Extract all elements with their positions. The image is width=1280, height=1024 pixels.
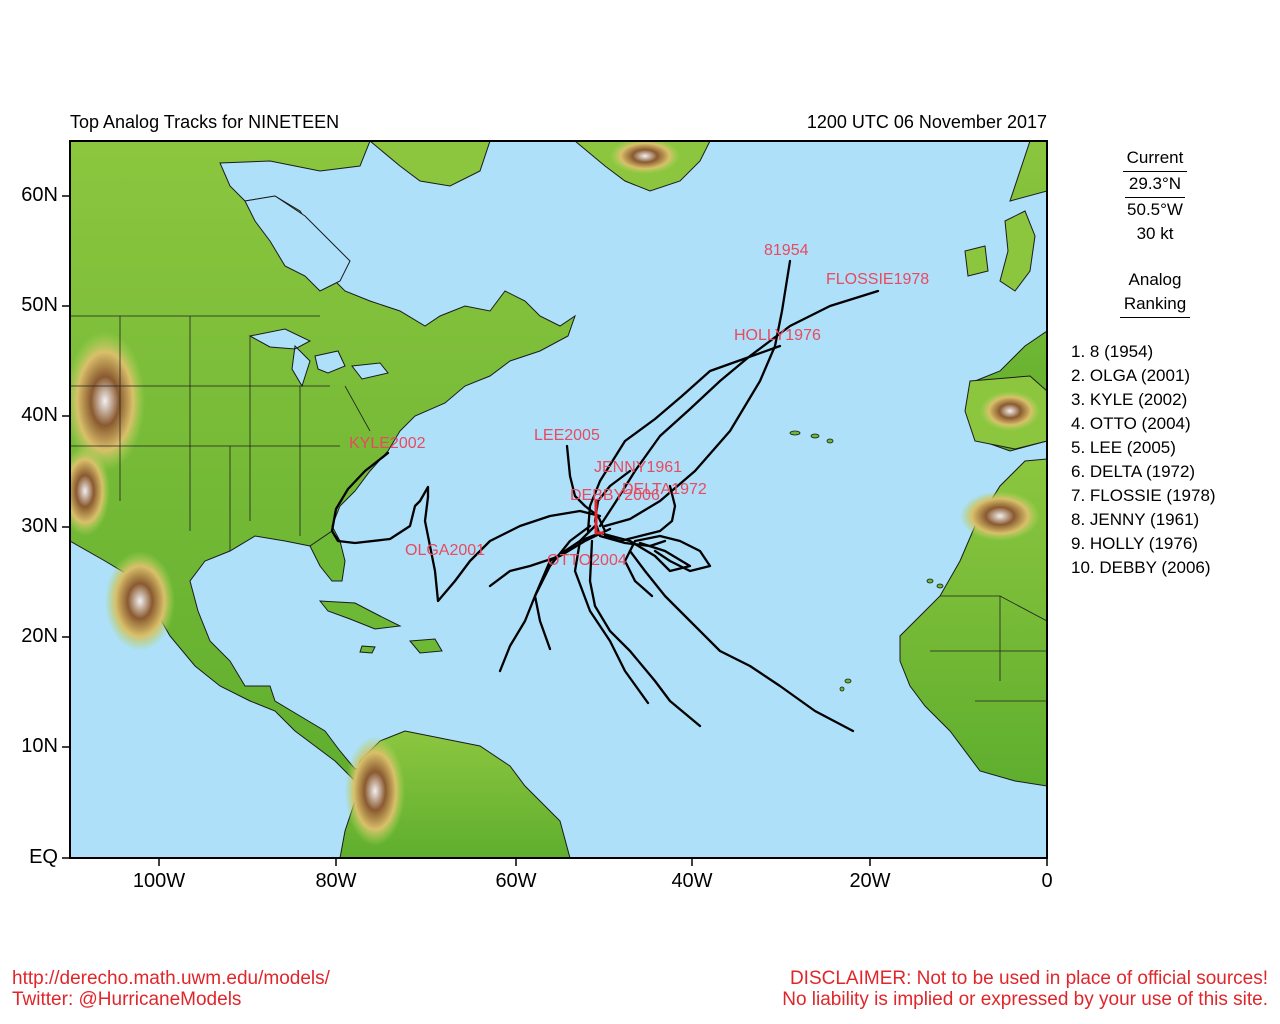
cuba xyxy=(318,600,402,630)
ranking-heading-2: Ranking xyxy=(1119,292,1191,318)
lon-label-20w: 20W xyxy=(849,870,891,892)
atlantic-islands xyxy=(789,430,944,692)
lon-label-80w: 80W xyxy=(315,870,357,892)
label-delta-1972: DELTA1972 xyxy=(622,481,707,498)
iberian-highlands xyxy=(980,391,1040,431)
map-timestamp: 1200 UTC 06 November 2017 xyxy=(806,112,1047,132)
footer-credits: http://derecho.math.uwm.edu/models/ Twit… xyxy=(12,968,330,1010)
atlas-mountains xyxy=(960,491,1040,541)
north-america-land xyxy=(70,141,576,798)
disclaimer-line-1: DISCLAIMER: Not to be used in place of o… xyxy=(789,968,1268,989)
track-otto-2004 xyxy=(533,531,692,651)
label-debby-2006: DEBBY2006 xyxy=(570,487,660,504)
track-delta-1972 xyxy=(603,484,677,543)
label-otto-2004: OTTO2004 xyxy=(547,552,627,569)
ranking-item: 1. 8 (1954) xyxy=(1071,342,1154,361)
footer-disclaimer: DISCLAIMER: Not to be used in place of o… xyxy=(782,968,1268,1010)
footer-twitter[interactable]: Twitter: @HurricaneModels xyxy=(12,989,242,1010)
hispaniola xyxy=(408,638,443,654)
map-title: Top Analog Tracks for NINETEEN xyxy=(70,112,340,132)
western-highlands xyxy=(70,446,110,536)
ranking-item: 7. FLOSSIE (1978) xyxy=(1071,486,1216,505)
current-wind: 30 kt xyxy=(1136,224,1174,243)
ranking-item: 9. HOLLY (1976) xyxy=(1071,534,1198,553)
lon-label-40w: 40W xyxy=(671,870,713,892)
track-southern-3 xyxy=(628,549,855,733)
lat-label-eq: EQ xyxy=(29,846,58,868)
ranking-item: 4. OTTO (2004) xyxy=(1071,414,1191,433)
label-kyle-2002: KYLE2002 xyxy=(349,435,426,452)
track-olga-2001 xyxy=(423,495,602,603)
ranking-item: 8. JENNY (1961) xyxy=(1071,510,1200,529)
lat-label-20n: 20N xyxy=(21,625,58,647)
disclaimer-line-2: No liability is implied or expressed by … xyxy=(782,989,1268,1010)
current-storm-panel: Current 29.3°N 50.5°W 30 kt Analog Ranki… xyxy=(1065,146,1245,318)
lat-label-60n: 60N xyxy=(21,184,58,206)
british-isles xyxy=(964,210,1036,292)
ranking-item: 3. KYLE (2002) xyxy=(1071,390,1188,409)
track-eastern-loop xyxy=(623,534,712,598)
track-western-loop xyxy=(488,527,612,588)
rocky-mountains xyxy=(70,331,145,471)
lat-label-30n: 30N xyxy=(21,515,58,537)
current-lat: 29.3°N xyxy=(1124,172,1186,198)
africa-borders xyxy=(930,595,1047,702)
track-southern-1 xyxy=(573,524,650,705)
track-labels: 81954 FLOSSIE1978 HOLLY1976 LEE2005 KYLE… xyxy=(349,242,929,569)
label-jenny-1961: JENNY1961 xyxy=(594,459,682,476)
lon-label-0: 0 xyxy=(1041,870,1053,892)
lat-label-10n: 10N xyxy=(21,735,58,757)
axis-ticks xyxy=(62,195,1048,866)
track-southern-2 xyxy=(588,539,702,728)
track-8-1954 xyxy=(603,259,792,528)
ranking-heading-1: Analog xyxy=(1128,270,1182,289)
baffin-island xyxy=(369,141,491,187)
lat-label-50n: 50N xyxy=(21,294,58,316)
andes xyxy=(345,736,405,846)
current-heading: Current xyxy=(1122,146,1188,172)
label-holly-1976: HOLLY1976 xyxy=(734,327,821,344)
analog-ranking-list: 1. 8 (1954) 2. OLGA (2001) 3. KYLE (2002… xyxy=(1071,340,1216,580)
ranking-item: 2. OLGA (2001) xyxy=(1071,366,1191,385)
label-olga-2001: OLGA2001 xyxy=(405,542,485,559)
label-flossie-1978: FLOSSIE1978 xyxy=(826,271,929,288)
analog-track-map: 81954 FLOSSIE1978 HOLLY1976 LEE2005 KYLE… xyxy=(62,140,1048,866)
current-lon: 50.5°W xyxy=(1127,200,1183,219)
label-8-1954: 81954 xyxy=(764,242,809,259)
greenland-ice xyxy=(610,141,680,174)
ranking-item: 5. LEE (2005) xyxy=(1071,438,1176,457)
map-frame: 81954 FLOSSIE1978 HOLLY1976 LEE2005 KYLE… xyxy=(62,140,1048,866)
mexican-highlands xyxy=(105,551,175,651)
lat-label-40n: 40N xyxy=(21,404,58,426)
jamaica xyxy=(359,645,376,654)
map-border xyxy=(69,140,1048,859)
hudson-bay xyxy=(244,195,351,292)
lon-label-100w: 100W xyxy=(132,870,186,892)
track-lee-2005 xyxy=(565,444,607,533)
current-position-marker xyxy=(594,499,604,535)
track-kyle-2002 xyxy=(330,451,430,545)
lon-label-60w: 60W xyxy=(495,870,537,892)
state-borders xyxy=(70,315,371,551)
footer-url[interactable]: http://derecho.math.uwm.edu/models/ xyxy=(12,968,330,989)
ranking-item: 10. DEBBY (2006) xyxy=(1071,558,1211,577)
track-flossie-1978 xyxy=(598,289,880,528)
ranking-item: 6. DELTA (1972) xyxy=(1071,462,1196,481)
track-holly-1976 xyxy=(586,344,782,533)
label-lee-2005: LEE2005 xyxy=(534,427,600,444)
